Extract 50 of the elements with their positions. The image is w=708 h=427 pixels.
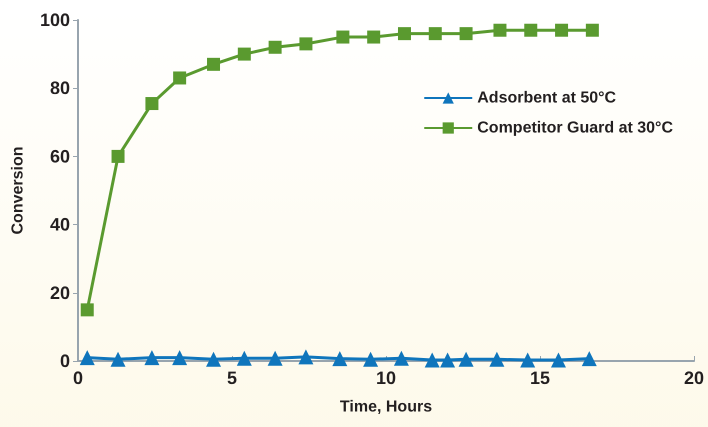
point: [460, 27, 473, 40]
point: [428, 27, 442, 40]
legend-label: Competitor Guard at 30°C: [477, 120, 674, 136]
y-tick-label: 0: [60, 351, 70, 371]
x-axis-title: Time, Hours: [340, 398, 432, 416]
point: [398, 27, 411, 40]
x-tick-label: 15: [530, 368, 550, 388]
y-tick-label: 60: [50, 146, 70, 166]
point: [238, 48, 251, 61]
y-tick-label: 100: [40, 10, 70, 30]
y-tick-label: 40: [50, 214, 70, 235]
point: [520, 352, 536, 368]
point: [207, 58, 220, 71]
point: [367, 30, 380, 44]
point: [144, 350, 160, 366]
point: [110, 352, 126, 367]
point: [586, 24, 599, 37]
point: [336, 30, 350, 44]
point: [236, 350, 252, 366]
point: [424, 352, 440, 368]
y-axis-title: Conversion: [10, 146, 26, 235]
point: [268, 40, 282, 54]
point: [299, 37, 312, 50]
point: [172, 350, 188, 366]
point: [394, 350, 409, 366]
point: [206, 352, 222, 367]
x-tick-label: 0: [72, 368, 84, 388]
legend-label: Adsorbent at 50°C: [477, 90, 617, 106]
point: [550, 352, 566, 368]
point: [80, 303, 94, 316]
point: [458, 352, 474, 367]
point: [173, 71, 186, 84]
point: [145, 97, 158, 110]
point: [555, 24, 568, 37]
point: [582, 351, 597, 366]
x-tick-label: 5: [226, 368, 238, 388]
point: [80, 350, 95, 366]
point: [440, 352, 456, 368]
point: [332, 351, 348, 366]
point: [489, 352, 504, 367]
point: [493, 24, 506, 37]
y-tick-label: 20: [50, 282, 70, 303]
point: [268, 350, 283, 366]
point: [112, 150, 125, 163]
x-tick-label: 10: [376, 368, 396, 388]
point: [298, 349, 314, 364]
point: [524, 24, 538, 37]
point: [363, 352, 378, 367]
y-tick-label: 80: [50, 78, 70, 98]
x-tick-label: 20: [684, 368, 704, 388]
